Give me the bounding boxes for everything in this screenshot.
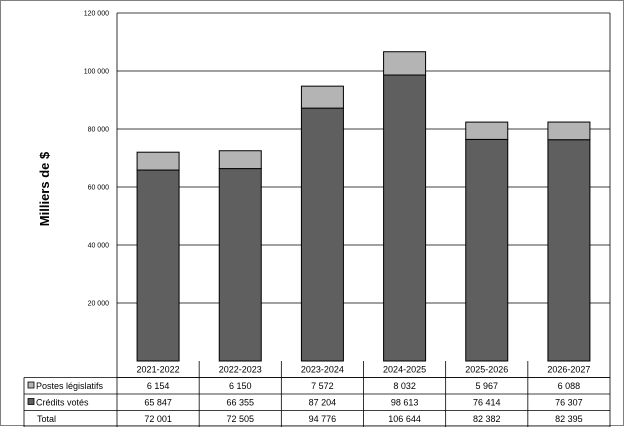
y-tick-label: 60 000 <box>88 185 110 192</box>
bar-postes-legislatifs <box>136 151 180 171</box>
category-label: 2024-2025 <box>383 365 426 375</box>
bars <box>136 51 591 362</box>
y-tick-label: 100 000 <box>84 69 109 76</box>
row-label: Crédits votés <box>36 398 89 408</box>
cell-value: 6 088 <box>558 381 581 391</box>
cell-value: 7 572 <box>311 381 334 391</box>
cell-value: 5 967 <box>475 381 498 391</box>
legend-swatch-credits-votes <box>27 398 35 405</box>
bar-credits-votes <box>218 168 262 362</box>
bar-credits-votes <box>300 107 344 362</box>
bar-postes-legislatifs <box>547 121 591 141</box>
data-table: 2021-2022 2022-2023 2023-2024 2024-2025 2025… <box>23 361 611 428</box>
row-label: Postes législatifs <box>36 381 104 391</box>
y-axis-label: Milliers de $ <box>37 151 52 226</box>
cell-value: 72 001 <box>144 414 172 424</box>
bar-credits-votes <box>547 139 591 362</box>
bar-credits-votes <box>136 169 180 362</box>
cell-value: 76 414 <box>473 398 501 408</box>
cell-value: 6 154 <box>147 381 170 391</box>
y-tick-labels: 20 000 40 000 60 000 80 000 100 000 120 000 <box>84 11 109 308</box>
bar-postes-legislatifs <box>465 121 509 140</box>
cell-value: 82 395 <box>555 414 583 424</box>
cell-value: 76 307 <box>555 398 583 408</box>
bar-postes-legislatifs <box>218 150 262 170</box>
y-tick-label: 120 000 <box>84 11 109 18</box>
cell-value: 98 613 <box>391 398 419 408</box>
bar-credits-votes <box>383 74 427 362</box>
y-tick-label: 20 000 <box>88 301 110 308</box>
cell-value: 72 505 <box>226 414 254 424</box>
grid-lines <box>116 12 611 361</box>
y-tick-label: 80 000 <box>88 127 110 134</box>
category-label: 2023-2024 <box>301 365 344 375</box>
cell-value: 87 204 <box>309 398 337 408</box>
cell-value: 106 644 <box>388 414 421 424</box>
cell-value: 94 776 <box>309 414 337 424</box>
cell-value: 66 355 <box>226 398 254 408</box>
category-label: 2022-2023 <box>219 365 262 375</box>
category-label: 2021-2022 <box>137 365 180 375</box>
cell-value: 82 382 <box>473 414 501 424</box>
y-tick-label: 40 000 <box>88 243 110 250</box>
bar-credits-votes <box>465 138 509 362</box>
legend-swatch-postes-legislatifs <box>27 381 35 389</box>
category-label: 2025-2026 <box>465 365 508 375</box>
cell-value: 8 032 <box>393 381 416 391</box>
bar-postes-legislatifs <box>300 85 344 109</box>
category-label: 2026-2027 <box>547 365 590 375</box>
bar-postes-legislatifs <box>383 51 427 76</box>
row-label: Total <box>37 414 56 424</box>
cell-value: 6 150 <box>229 381 252 391</box>
cell-value: 65 847 <box>144 398 172 408</box>
